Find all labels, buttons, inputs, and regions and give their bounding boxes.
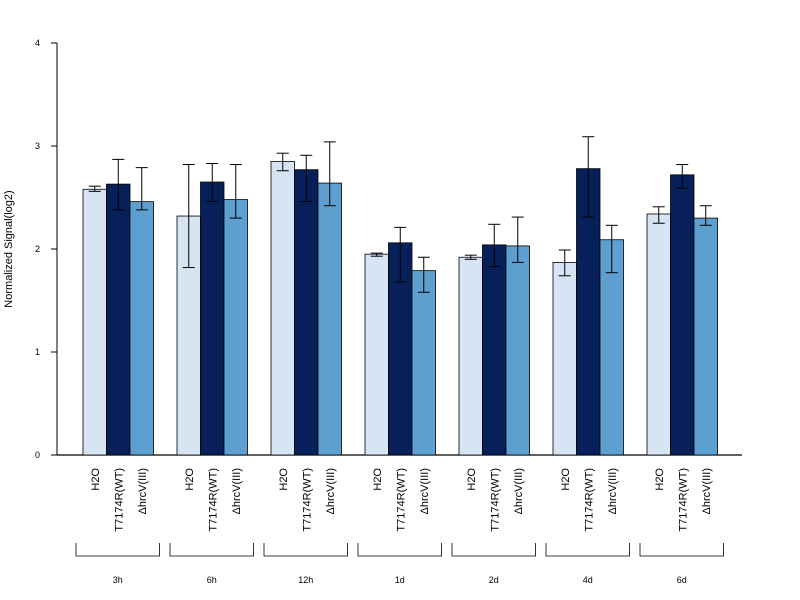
bar — [317, 182, 342, 456]
bar-label: ΔhrcV(III) — [701, 468, 713, 514]
group-bracket — [639, 543, 724, 557]
bar — [411, 270, 436, 456]
y-axis-label: Normalized Signal(log2) — [3, 190, 15, 307]
bar-label: T7174R(WT) — [583, 468, 595, 532]
bar — [552, 261, 577, 456]
bar-label: ΔhrcV(III) — [419, 468, 431, 514]
bar-label: H2O — [372, 468, 384, 491]
y-tick-label: 3 — [35, 141, 40, 151]
y-tick-label: 0 — [35, 450, 40, 460]
group-label: 12h — [298, 575, 313, 585]
group-label: 6h — [207, 575, 217, 585]
bar — [646, 213, 671, 456]
bar — [82, 188, 107, 456]
bar-label: ΔhrcV(III) — [513, 468, 525, 514]
bar — [270, 161, 295, 456]
bar-label: T7174R(WT) — [489, 468, 501, 532]
bar-label: ΔhrcV(III) — [137, 468, 149, 514]
bar — [364, 253, 389, 456]
group-label: 4d — [583, 575, 593, 585]
group-bracket — [263, 543, 348, 557]
bar-label: T7174R(WT) — [301, 468, 313, 532]
bar — [693, 217, 718, 456]
group-label: 3h — [113, 575, 123, 585]
bar-label: H2O — [278, 468, 290, 491]
bar-label: H2O — [184, 468, 196, 491]
y-tick-label: 1 — [35, 347, 40, 357]
bar-label: H2O — [560, 468, 572, 491]
bar-label: H2O — [466, 468, 478, 491]
group-label: 6d — [677, 575, 687, 585]
bar-label: T7174R(WT) — [677, 468, 689, 532]
bar — [294, 169, 319, 456]
bar-label: ΔhrcV(III) — [231, 468, 243, 514]
group-labels: 3h 6h 12h 1d 2d 4d 6d — [75, 543, 724, 585]
y-tick-label: 4 — [35, 38, 40, 48]
bar — [129, 201, 154, 456]
group-bracket — [451, 543, 536, 557]
y-tick-label: 2 — [35, 244, 40, 254]
x-tick-labels: H2O T7174R(WT) ΔhrcV(III) H2O T7174R(WT) Δhrc… — [90, 468, 713, 532]
error-bars — [88, 136, 712, 293]
bar-label: ΔhrcV(III) — [607, 468, 619, 514]
group-bracket — [545, 543, 630, 557]
bar — [200, 181, 225, 456]
bar — [458, 256, 483, 456]
bar-label: T7174R(WT) — [113, 468, 125, 532]
bar-label: H2O — [654, 468, 666, 491]
bar-label: H2O — [90, 468, 102, 491]
group-bracket — [169, 543, 254, 557]
group-label: 2d — [489, 575, 499, 585]
bar-label: T7174R(WT) — [395, 468, 407, 532]
bar — [223, 199, 248, 456]
bar-label: T7174R(WT) — [207, 468, 219, 532]
group-bracket — [75, 543, 160, 557]
bar-label: ΔhrcV(III) — [325, 468, 337, 514]
bars — [82, 161, 718, 456]
group-label: 1d — [395, 575, 405, 585]
bar — [106, 183, 131, 456]
bar — [670, 174, 695, 456]
group-bracket — [357, 543, 442, 557]
bar — [505, 245, 530, 456]
bar — [482, 244, 507, 456]
